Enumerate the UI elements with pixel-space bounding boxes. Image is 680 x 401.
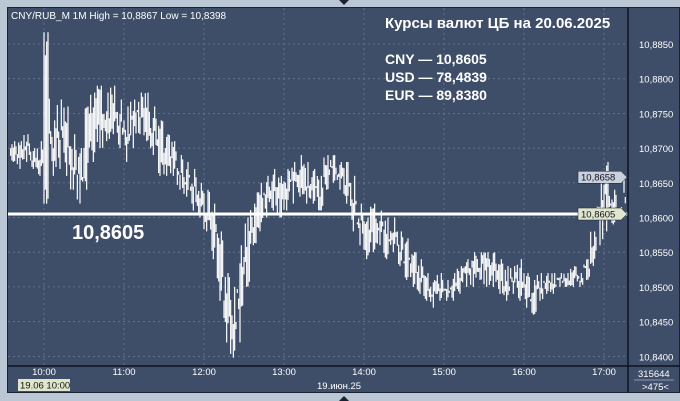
rate-usd: USD — 78,4839	[385, 69, 487, 85]
big-price-label: 10,8605	[72, 222, 144, 244]
x-tick-label: 15:00	[432, 367, 456, 378]
price-axis: 10,8400 10,8450 10,8500 10,8550 10,8600 10,86…	[639, 40, 673, 363]
rate-eur: EUR — 89,8380	[385, 87, 487, 103]
zoom-label[interactable]: >475<	[642, 382, 669, 393]
date-label: 19.июн.25	[317, 381, 361, 392]
price-tag	[577, 207, 628, 221]
price-tag	[577, 170, 628, 184]
price-bars	[8, 32, 628, 358]
rate-cny: CNY — 10,8605	[385, 51, 487, 67]
x-tick-label: 12:00	[192, 367, 216, 378]
x-tick-label: 14:00	[352, 367, 376, 378]
chart-header: CNY/RUB_M 1M High = 10,8867 Low = 10,839…	[11, 11, 227, 22]
price-tags: 10,8658 10,8605	[577, 170, 628, 221]
x-tick-label: 13:00	[272, 367, 296, 378]
x-tick-label: 17:00	[592, 367, 616, 378]
splitter-handle-top[interactable]	[339, 0, 349, 5]
grid	[8, 8, 628, 366]
cursor-time: 19.06 10:00	[20, 381, 70, 392]
y-tick-label: 10,8650	[639, 179, 673, 190]
splitter-handle-bottom[interactable]	[339, 396, 349, 401]
y-tick-label: 10,8450	[639, 318, 673, 329]
chart-frame	[7, 7, 680, 393]
price-tag-label: 10,8658	[581, 173, 615, 184]
current-price-line	[8, 212, 628, 216]
cursor-time-box	[18, 379, 70, 391]
time-axis: 10:00 11:00 12:00 13:00 14:00 15:00 16:00 17:00	[32, 367, 616, 378]
y-tick-label: 10,8500	[639, 283, 673, 294]
price-tag-label: 10,8605	[581, 210, 615, 221]
overlay-title: Курсы валют ЦБ на 20.06.2025	[385, 15, 610, 32]
y-tick-label: 10,8750	[639, 109, 673, 120]
y-tick-label: 10,8400	[639, 352, 673, 363]
y-tick-label: 10,8550	[639, 248, 673, 259]
x-tick-label: 16:00	[512, 367, 536, 378]
y-tick-label: 10,8700	[639, 144, 673, 155]
y-tick-label: 10,8800	[639, 75, 673, 86]
y-tick-label: 10,8850	[639, 40, 673, 51]
y-tick-label: 10,8600	[639, 214, 673, 225]
volume-label: 315644	[638, 369, 670, 380]
x-tick-label: 11:00	[112, 367, 135, 378]
x-tick-label: 10:00	[32, 367, 56, 378]
